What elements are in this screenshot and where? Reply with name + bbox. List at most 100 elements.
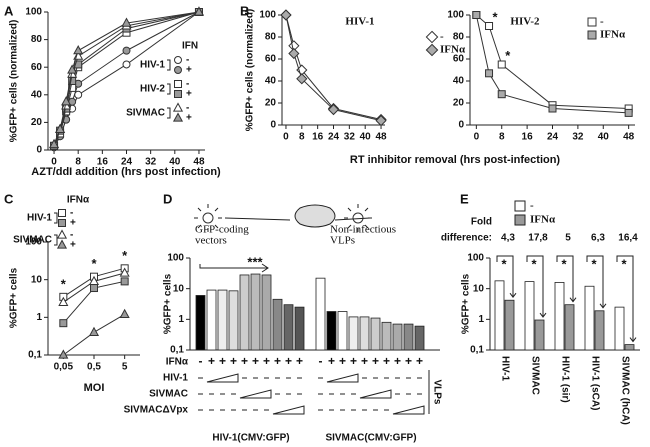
- row-gradient: [392, 405, 425, 415]
- row-gradient: [239, 389, 272, 399]
- y-tick-label: 100: [25, 7, 42, 18]
- arrow: [556, 255, 577, 303]
- bar: [294, 306, 305, 351]
- x-tick-label: 24: [328, 132, 340, 143]
- ifn-sign: -: [319, 354, 323, 368]
- x-tick-label: 48: [375, 132, 387, 143]
- bar: [392, 323, 403, 351]
- y-tick-label: 100: [447, 10, 464, 21]
- y-axis-label: %GFP+ cells (normalized): [9, 20, 20, 143]
- x-tick-label: 32: [344, 132, 356, 143]
- panel-letter: A: [4, 3, 14, 18]
- bar: [584, 285, 595, 351]
- legend-brace: [54, 212, 58, 224]
- legend-marker: [174, 80, 182, 88]
- annotation: *: [122, 248, 128, 263]
- panel-letter: D: [163, 191, 172, 206]
- marker: [88, 326, 100, 336]
- marker: [375, 114, 387, 127]
- legend-marker: [172, 102, 184, 112]
- legend-label: -: [186, 79, 189, 90]
- note: GFP-coding: [195, 224, 249, 236]
- legend-group: HIV-2: [140, 84, 165, 95]
- ifn-sign: +: [230, 354, 237, 368]
- bar: [348, 316, 359, 351]
- arrow: [616, 255, 637, 343]
- x-tick-label: 24: [547, 132, 559, 143]
- row-gradient: [206, 373, 239, 383]
- ifn-sign: +: [252, 354, 259, 368]
- marker: [485, 22, 494, 30]
- x-tick-label: 16: [312, 132, 324, 143]
- marker: [61, 96, 72, 106]
- fold-value: 6,3: [591, 233, 605, 244]
- x-tick-label: 16: [522, 132, 534, 143]
- legend-label: -: [186, 55, 189, 66]
- bar: [614, 306, 625, 351]
- x-tick-label: 48: [193, 157, 205, 168]
- row-label: SIVMAC: [149, 389, 188, 400]
- row-tag: VLPs: [431, 379, 442, 404]
- annotation: *: [91, 256, 97, 271]
- bar: [239, 274, 250, 351]
- bar: [414, 325, 425, 351]
- fold-value: 16,4: [618, 233, 638, 244]
- bar: [381, 321, 392, 351]
- x-tick-label: 0,05: [54, 362, 74, 373]
- legend-marker: [58, 209, 66, 217]
- legend-label: -: [186, 103, 189, 114]
- y-tick-label: 0,1: [170, 345, 184, 356]
- bar: [315, 277, 326, 351]
- row-gradient: [359, 389, 392, 399]
- ifn-sign: +: [241, 354, 248, 368]
- marker: [73, 45, 84, 55]
- marker: [497, 60, 506, 69]
- x-tick-label: 8: [75, 157, 81, 168]
- x-tick-label: 48: [623, 132, 635, 143]
- legend-marker: [58, 219, 66, 227]
- y-axis-label: %GFP+ cells: [163, 273, 174, 334]
- bar: [494, 280, 505, 351]
- y-axis-label: %GFP+ cells: [461, 273, 472, 334]
- y-tick-label: 10: [473, 283, 485, 294]
- note: VLPs: [330, 235, 355, 247]
- marker: [548, 104, 557, 113]
- bar: [359, 316, 370, 351]
- y-tick-label: 20: [265, 98, 277, 109]
- panel-letter: B: [240, 3, 249, 18]
- marker: [59, 319, 68, 328]
- y-tick-label: 100: [259, 10, 276, 21]
- panel-letter: C: [4, 191, 14, 206]
- panel-title: HIV-1: [345, 16, 374, 28]
- annotation: *: [61, 276, 67, 291]
- marker: [120, 277, 129, 286]
- y-tick-label: 40: [265, 76, 277, 87]
- x-tick-label: 40: [360, 132, 372, 143]
- arrow: [526, 255, 547, 318]
- ifn-sign: +: [405, 354, 412, 368]
- bar: [554, 282, 565, 351]
- x-tick-label: 32: [572, 132, 584, 143]
- marker: [280, 9, 292, 21]
- group-label: HIV-1(CMV:GFP): [212, 433, 289, 444]
- y-tick-label: 0,1: [470, 345, 484, 356]
- y-axis-label: %GFP+ cells: [9, 267, 20, 328]
- bar: [250, 273, 261, 351]
- x-tick-label: HIV-1 (sCA): [589, 356, 600, 410]
- marker: [74, 60, 83, 69]
- marker: [58, 349, 69, 359]
- legend-label: -: [70, 230, 73, 241]
- y-tick-label: 100: [25, 237, 42, 248]
- marker: [88, 275, 100, 286]
- y-axis-label: %GFP+ cells (normalized): [245, 9, 256, 132]
- x-axis-label: MOI: [84, 382, 105, 394]
- bar: [564, 304, 575, 351]
- x-tick-label: 0,5: [87, 362, 101, 373]
- legend-title: IFNα: [67, 195, 90, 206]
- marker: [288, 47, 300, 60]
- y-tick-label: 1: [178, 314, 184, 325]
- ifn-sign: +: [263, 354, 270, 368]
- bar: [524, 281, 535, 351]
- legend-label: IFNα: [600, 29, 626, 41]
